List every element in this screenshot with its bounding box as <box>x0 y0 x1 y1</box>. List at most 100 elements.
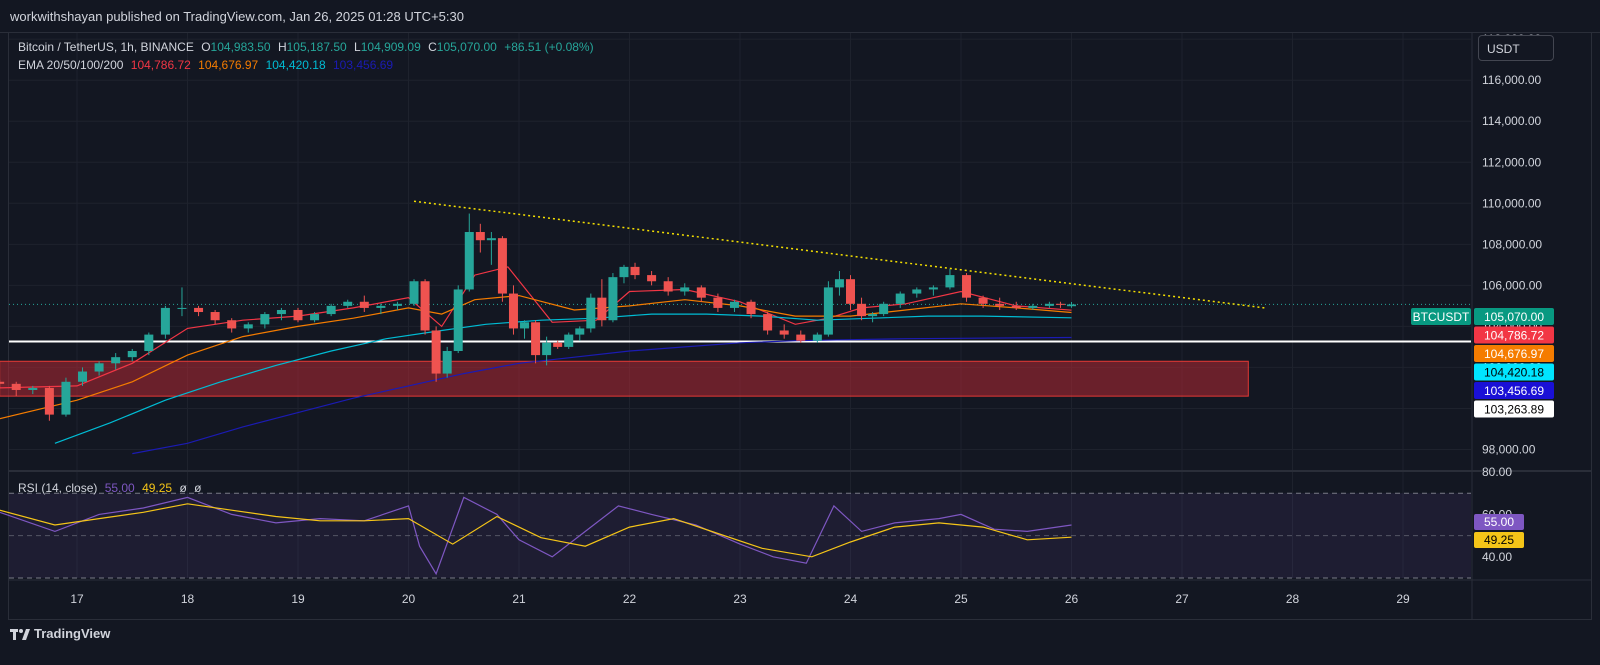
candle-body <box>486 238 496 241</box>
candle-body <box>326 305 336 315</box>
symbol-legend[interactable]: Bitcoin / TetherUS, 1h, BINANCE O104,983… <box>18 40 594 54</box>
candle-body <box>310 314 320 321</box>
candle-body <box>475 232 485 241</box>
candle-body <box>812 334 822 341</box>
price-axis-label: 103,263.89 <box>1484 403 1544 417</box>
candle-body <box>619 266 629 278</box>
candle-body <box>1028 305 1038 308</box>
rsi-extra-2: ø <box>194 481 202 495</box>
candle-body <box>729 301 739 308</box>
candle-body <box>696 287 706 298</box>
candle-body <box>564 334 574 347</box>
candle-body <box>879 303 889 315</box>
y-tick-label: 112,000.00 <box>1482 155 1541 169</box>
rsi-axis-label: 55.00 <box>1484 515 1514 529</box>
ema200-line <box>132 336 1072 455</box>
candle-body <box>630 266 640 276</box>
candle-body <box>11 383 21 390</box>
candle-body <box>260 314 270 325</box>
candle-body <box>177 307 187 309</box>
x-tick-label: 19 <box>291 592 305 606</box>
candle-body <box>663 281 673 292</box>
x-tick-label: 29 <box>1396 592 1410 606</box>
price-axis-label-bg <box>1474 363 1554 381</box>
currency-selector-button[interactable]: USDT <box>1478 35 1554 61</box>
x-tick-label: 18 <box>181 592 195 606</box>
rsi-extra-1: ø <box>179 481 187 495</box>
close-label: C <box>428 40 437 54</box>
price-axis-label-bg <box>1474 345 1554 362</box>
candle-body <box>409 281 419 304</box>
candle-body <box>508 293 518 329</box>
y-tick-label: 98,000.00 <box>1482 442 1536 456</box>
candle-body <box>497 238 507 294</box>
ema100-value: 104,420.18 <box>265 58 326 72</box>
high-value: 105,187.50 <box>286 40 347 54</box>
price-axis-label-bg <box>1474 400 1554 418</box>
candle-body <box>210 312 220 321</box>
candle-body <box>597 297 607 321</box>
ema20-line <box>0 266 1072 389</box>
price-axis-label: 104,420.18 <box>1484 366 1544 380</box>
candle-body <box>464 232 474 290</box>
candle-body <box>453 289 463 352</box>
candle-body <box>746 301 756 315</box>
candle-body <box>343 301 353 306</box>
price-axis-label-bg <box>1474 326 1554 344</box>
candle-body <box>227 320 237 329</box>
chart-frame <box>8 32 1592 620</box>
candle-body <box>392 303 402 306</box>
candle-body <box>1067 304 1076 307</box>
footer <box>0 620 1600 665</box>
candle-body <box>520 322 530 329</box>
symbol-label-bg <box>1411 308 1471 325</box>
candle-body <box>586 297 596 329</box>
x-tick-label: 26 <box>1065 592 1079 606</box>
candle-body <box>553 342 563 347</box>
rsi-legend[interactable]: RSI (14, close) 55.00 49.25 ø ø <box>18 481 201 495</box>
open-value: 104,983.50 <box>210 40 271 54</box>
x-tick-label: 17 <box>70 592 84 606</box>
ema-legend[interactable]: EMA 20/50/100/200 104,786.72 104,676.97 … <box>18 58 397 72</box>
rsi-line <box>0 496 1072 576</box>
candle-body <box>243 324 253 329</box>
change-value: +86.51 (+0.08%) <box>504 40 594 54</box>
low-value: 104,909.09 <box>360 40 421 54</box>
candle-body <box>895 293 905 304</box>
candle-body <box>1055 303 1065 305</box>
rsi-axis-label: 49.25 <box>1484 533 1514 547</box>
y-tick-label: 108,000.00 <box>1482 237 1542 251</box>
x-tick-label: 20 <box>402 592 416 606</box>
y-tick-label: 116,000.00 <box>1482 73 1541 87</box>
tradingview-logo[interactable]: TradingView <box>10 626 110 641</box>
candle-body <box>431 330 441 374</box>
x-tick-label: 23 <box>733 592 747 606</box>
candle-body <box>857 303 867 317</box>
tradingview-logo-icon <box>10 628 30 640</box>
candle-body <box>912 289 922 294</box>
x-tick-label: 24 <box>844 592 858 606</box>
candle-body <box>868 314 878 317</box>
rsi-label: RSI (14, close) <box>18 481 98 495</box>
candle-body <box>160 307 170 335</box>
candle-body <box>44 387 54 415</box>
candle-body <box>442 351 452 374</box>
candle-body <box>1011 305 1021 308</box>
candle-body <box>647 275 657 282</box>
y-tick-label: 106,000.00 <box>1482 278 1542 292</box>
candle-body <box>127 351 137 358</box>
candle-body <box>680 287 690 292</box>
price-axis-label-bg <box>1474 308 1554 325</box>
candle-body <box>194 307 204 313</box>
candle-body <box>78 371 88 382</box>
demand-zone-rect <box>0 360 1249 397</box>
price-axis-label: 104,786.72 <box>1484 329 1544 343</box>
candle-body <box>376 305 386 308</box>
x-tick-label: 22 <box>623 592 637 606</box>
x-tick-label: 21 <box>512 592 526 606</box>
candle-body <box>796 334 806 341</box>
low-label: L <box>354 40 361 54</box>
candle-body <box>531 322 541 356</box>
candle-body <box>928 287 938 290</box>
